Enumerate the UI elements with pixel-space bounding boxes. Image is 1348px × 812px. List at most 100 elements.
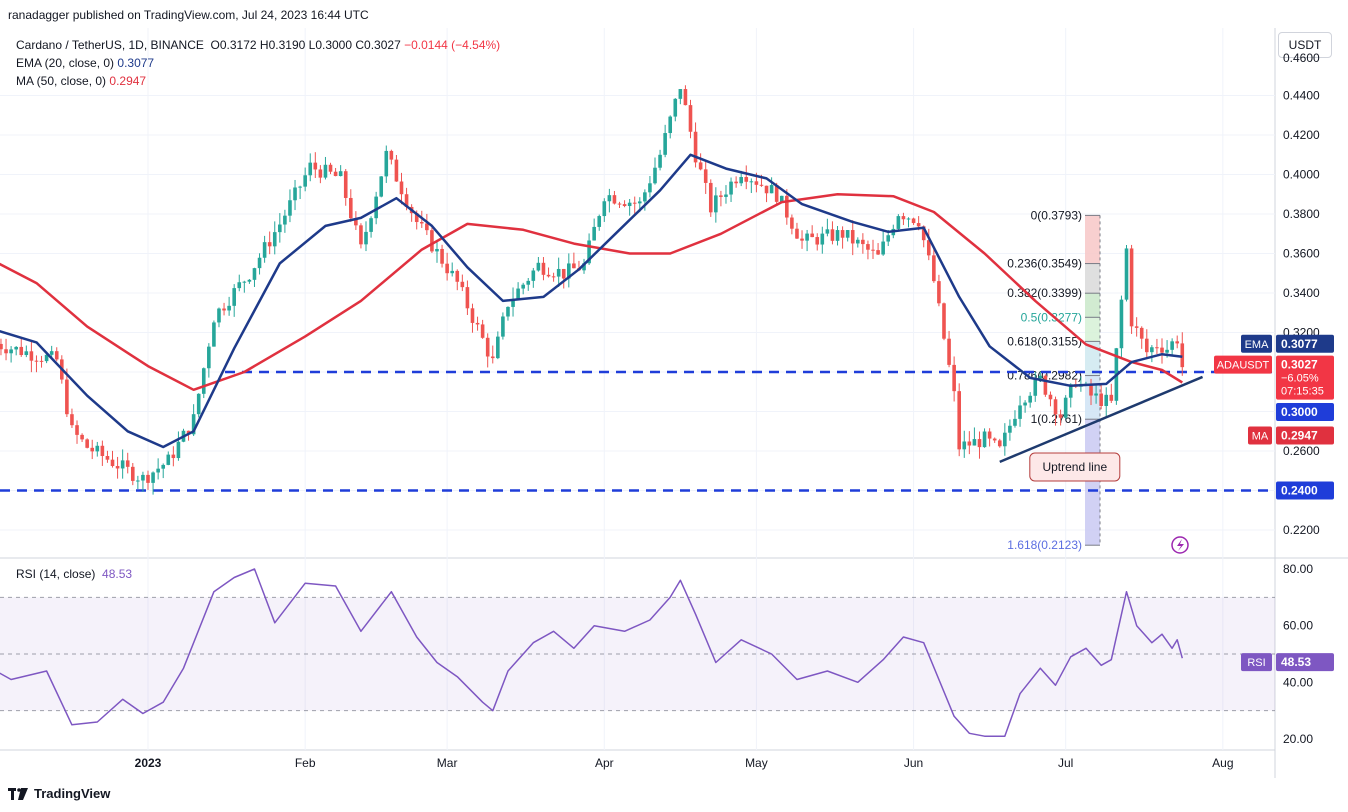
price-tick-label: 0.4000 xyxy=(1283,168,1320,182)
uptrend-line[interactable]: Uptrend line xyxy=(999,375,1204,482)
candle-body xyxy=(942,303,946,339)
candle-body xyxy=(658,154,662,168)
candle-body xyxy=(866,244,870,250)
candle-body xyxy=(75,425,79,435)
candle-body xyxy=(997,440,1002,447)
candle-body xyxy=(612,195,617,204)
fibonacci-retracement[interactable]: 0(0.3793) 0.236(0.3549) 0.382(0.3399) 0.5(0… xyxy=(1007,208,1101,552)
candle-body xyxy=(551,276,556,278)
candle-body xyxy=(54,351,59,360)
candle-body xyxy=(1170,341,1174,350)
candle-body xyxy=(526,280,531,285)
candle-body xyxy=(343,171,348,198)
candle-body xyxy=(729,181,733,195)
candle-body xyxy=(1139,327,1144,339)
currency-button[interactable]: USDT xyxy=(1278,32,1332,58)
price-tick-label: 0.2200 xyxy=(1283,523,1320,537)
legend-symbol[interactable]: Cardano / TetherUS, 1D, BINANCE xyxy=(16,38,204,52)
candle-body xyxy=(714,195,718,213)
candle-body xyxy=(115,466,120,469)
time-tick-label: Apr xyxy=(595,756,614,770)
candle-body xyxy=(597,216,602,227)
legend-open: O0.3172 xyxy=(210,38,257,52)
candle-body xyxy=(374,196,378,219)
candle-body xyxy=(1160,347,1164,353)
candle-body xyxy=(110,459,115,467)
support-levels[interactable] xyxy=(0,370,1275,492)
candle-body xyxy=(267,242,272,247)
footer-brand[interactable]: TradingView xyxy=(8,786,110,801)
candle-body xyxy=(810,233,814,238)
legend-ema-row[interactable]: EMA (20, close, 0) 0.3077 xyxy=(16,54,500,72)
candle-body xyxy=(835,230,840,241)
fib-level-label: 1(0.2761) xyxy=(1031,412,1082,426)
candle-body xyxy=(906,218,911,220)
candle-body xyxy=(39,360,44,362)
candle-body xyxy=(617,203,622,205)
lightning-icon[interactable] xyxy=(1171,536,1189,554)
candle-body xyxy=(85,439,89,448)
candle-body xyxy=(932,255,936,282)
candle-body xyxy=(288,200,292,216)
top-bar: ranadagger published on TradingView.com,… xyxy=(0,0,1348,28)
time-tick-label: Feb xyxy=(295,756,316,770)
candle-body xyxy=(982,431,987,448)
candle-body xyxy=(303,175,307,187)
candle-body xyxy=(541,262,546,275)
candle-body xyxy=(399,181,404,195)
ma-badge-tag-bg xyxy=(1248,426,1272,445)
ada-badge-tag-bg xyxy=(1214,355,1272,374)
candle-body xyxy=(1008,425,1012,433)
candle-body xyxy=(992,438,997,441)
candle-body xyxy=(29,351,34,361)
candle-body xyxy=(257,257,262,269)
candle-body xyxy=(749,181,754,183)
candle-body xyxy=(125,460,130,467)
candle-body xyxy=(201,368,206,394)
price-axis-ticks: 0.22000.24000.26000.28000.30000.32000.34… xyxy=(1283,51,1320,537)
candle-body xyxy=(130,466,135,481)
fib-zone xyxy=(1085,375,1100,420)
candle-body xyxy=(724,194,728,197)
price-tick-label: 0.3400 xyxy=(1283,286,1320,300)
candle-body xyxy=(774,185,779,202)
candle-body xyxy=(708,182,713,213)
candle-body xyxy=(283,215,287,225)
candle-body xyxy=(490,356,495,359)
ema-badge-tag-bg xyxy=(1241,334,1272,353)
candle-body xyxy=(637,201,642,204)
candle-body xyxy=(247,279,252,282)
candle-body xyxy=(1144,338,1149,353)
ada-badge-value-bg xyxy=(1276,355,1334,400)
candle-body xyxy=(1018,405,1022,419)
rsi-axis-ticks: 20.00 40.00 60.00 80.00 xyxy=(1283,562,1313,746)
rsi-line xyxy=(0,568,1184,737)
candle-body xyxy=(217,308,221,323)
publisher-caption: ranadagger published on TradingView.com,… xyxy=(8,8,369,22)
candle-body xyxy=(602,201,607,217)
time-tick-label: Jul xyxy=(1058,756,1073,770)
low-support-badge-value: 0.2400 xyxy=(1281,484,1318,498)
candle-body xyxy=(475,322,480,325)
candle-body xyxy=(293,187,297,201)
candle-body xyxy=(333,171,338,177)
candle-body xyxy=(70,414,74,426)
candle-body xyxy=(805,233,809,241)
candle-body xyxy=(313,162,318,170)
candle-body xyxy=(972,439,977,446)
candle-body xyxy=(19,346,24,356)
rsi-legend[interactable]: RSI (14, close) 48.53 xyxy=(16,567,132,581)
candle-body xyxy=(856,239,860,244)
legend-ema-value: 0.3077 xyxy=(117,56,155,70)
candle-body xyxy=(977,439,982,448)
legend-ohlc-row: Cardano / TetherUS, 1D, BINANCE O0.3172 … xyxy=(16,36,500,54)
candle-body xyxy=(536,262,541,271)
candle-body xyxy=(592,226,596,241)
rsi-tick-label: 20.00 xyxy=(1283,732,1313,746)
time-tick-label: 2023 xyxy=(135,756,162,770)
candle-body xyxy=(688,105,693,132)
candle-body xyxy=(359,225,363,245)
legend-ma-row[interactable]: MA (50, close, 0) 0.2947 xyxy=(16,72,500,90)
fib-level-label: 0.236(0.3549) xyxy=(1007,257,1082,271)
